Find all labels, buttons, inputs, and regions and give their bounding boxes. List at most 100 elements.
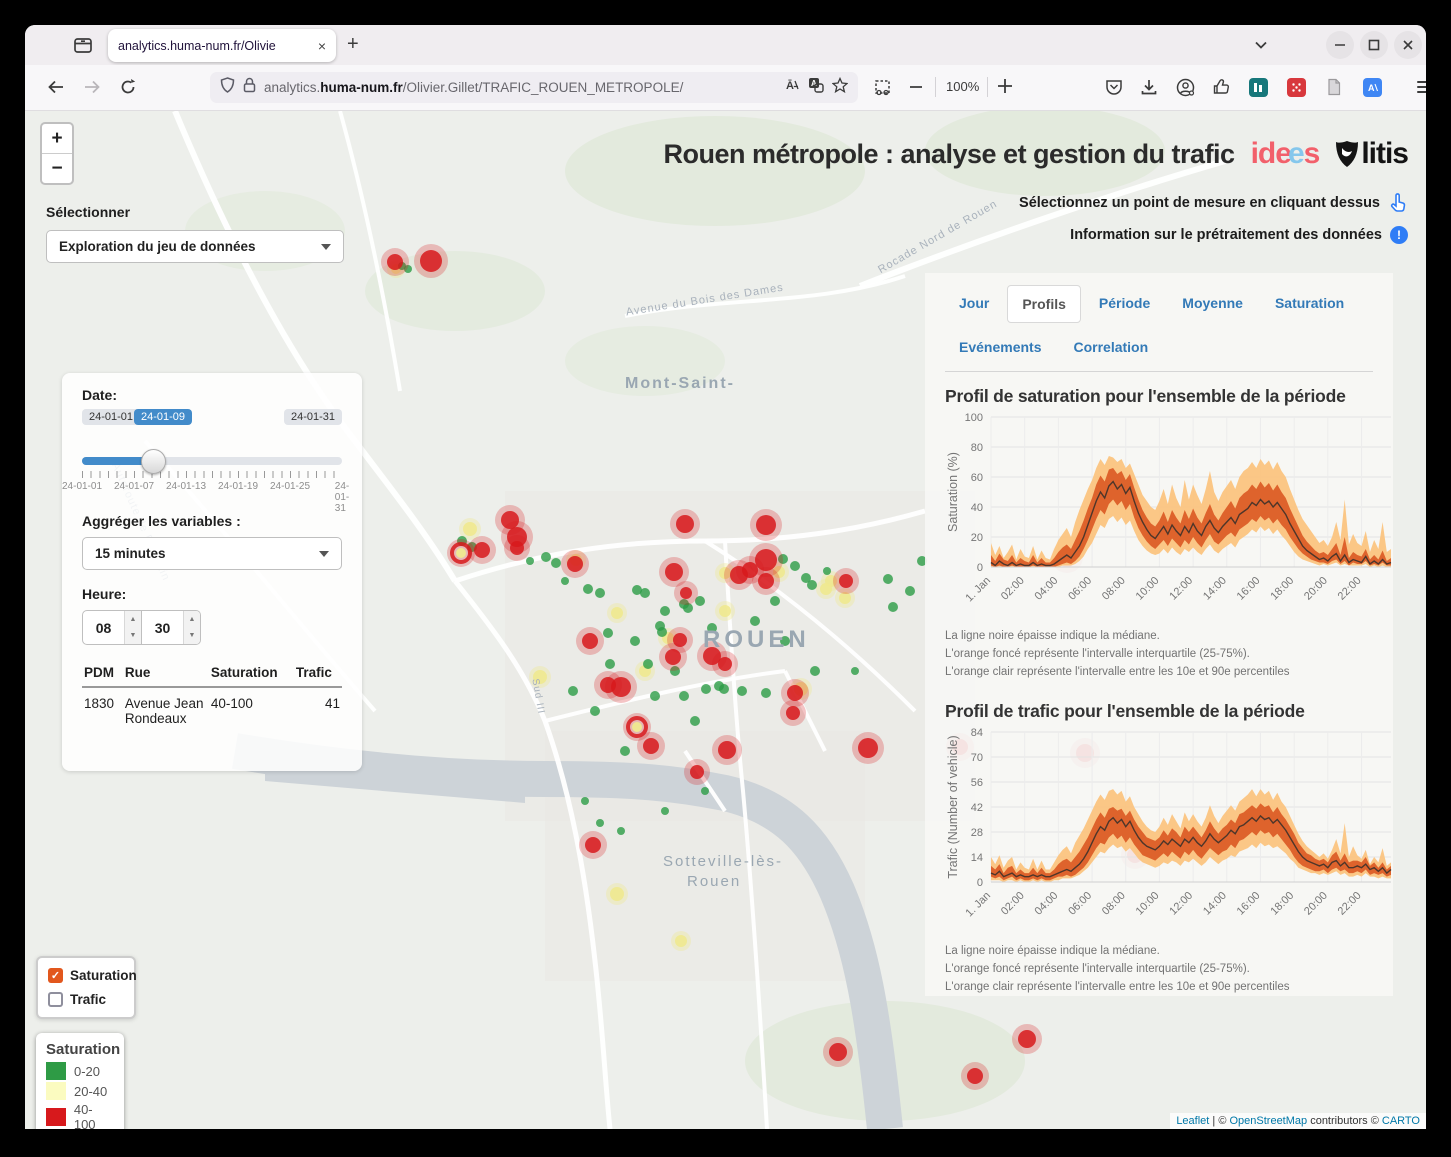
lock-icon[interactable] [243,77,256,98]
measure-point-green[interactable] [701,787,709,795]
measure-point-red[interactable] [582,633,598,649]
measure-point-red[interactable] [643,738,659,754]
hour-input[interactable]: 08 ▲ ▼ [82,610,142,645]
hint-preprocessing-info[interactable]: Information sur le prétraitement des don… [1070,226,1408,244]
red-grid-extension-icon[interactable] [1287,78,1306,97]
measure-point-yellow[interactable] [719,605,731,617]
measure-point-green[interactable] [883,574,893,584]
measure-point-red[interactable] [839,574,853,588]
minute-input[interactable]: 30 ▲ ▼ [142,610,201,645]
measure-point-red[interactable] [474,542,490,558]
measure-point-red[interactable] [756,515,776,535]
tab-jour[interactable]: Jour [959,295,990,311]
measure-point-red[interactable] [690,765,704,779]
measure-point-red[interactable] [387,254,403,270]
measure-point-red[interactable] [585,837,601,853]
layer-trafic[interactable]: Trafic [48,992,124,1007]
measure-point-green[interactable] [526,557,534,565]
browser-tab[interactable]: analytics.huma-num.fr/Olivie × [108,29,336,62]
measure-point-target[interactable] [632,722,642,732]
measure-point-green[interactable] [695,596,705,606]
measure-point-green[interactable] [595,588,605,598]
measure-point-green[interactable] [823,567,831,575]
carto-link[interactable]: CARTO [1381,1115,1420,1127]
measure-point-green[interactable] [683,603,693,613]
measure-point-red[interactable] [507,527,527,547]
measure-point-green[interactable] [657,627,667,637]
measure-point-red[interactable] [420,250,442,272]
measure-point-green[interactable] [632,585,642,595]
tab-list-chevron-icon[interactable] [1253,37,1269,58]
measure-point-green[interactable] [640,588,650,598]
measure-point-green[interactable] [888,602,898,612]
measure-point-red[interactable] [673,633,687,647]
measure-point-red[interactable] [665,649,681,665]
measure-point-green[interactable] [737,686,747,696]
bookmark-star-icon[interactable] [831,76,849,98]
measure-point-red[interactable] [510,541,524,555]
measure-point-green[interactable] [581,797,589,805]
map-zoom-in-button[interactable]: + [42,124,72,154]
measure-point-green[interactable] [404,265,412,273]
measure-point-green[interactable] [679,691,689,701]
measure-point-target[interactable] [626,716,648,738]
measure-point-red[interactable] [758,573,774,589]
measure-point-green[interactable] [701,684,711,694]
bitwarden-extension-icon[interactable] [1249,78,1268,97]
measure-point-yellow[interactable] [610,887,624,901]
minimize-button[interactable] [1326,31,1354,59]
zoom-out-icon[interactable] [909,80,927,98]
measure-point-yellow[interactable] [611,607,623,619]
hour-spinner[interactable]: ▲ ▼ [124,611,141,644]
measure-point-red[interactable] [755,549,777,571]
measure-point-red[interactable] [665,563,683,581]
info-icon[interactable]: ! [1390,226,1408,244]
measure-point-green[interactable] [801,573,811,583]
osm-link[interactable]: OpenStreetMap [1229,1115,1308,1127]
measure-point-red[interactable] [967,1068,983,1084]
slider-handle[interactable] [141,449,166,474]
measure-point-yellow[interactable] [463,522,477,536]
measure-point-red[interactable] [600,677,616,693]
document-extension-icon[interactable] [1326,78,1344,96]
checkbox-unchecked-icon[interactable] [48,992,63,1007]
measure-point-green[interactable] [670,666,680,676]
checkbox-checked-icon[interactable]: ✓ [48,968,63,983]
date-slider[interactable]: 24-01-01 24-01-07 24-01-13 24-01-19 24-01-25… [62,439,349,514]
maximize-button[interactable] [1360,31,1388,59]
measure-point-green[interactable] [561,577,569,585]
measure-point-green[interactable] [660,606,670,616]
measure-point-green[interactable] [650,691,660,701]
measure-point-green[interactable] [810,666,820,676]
measure-point-red[interactable] [501,511,519,529]
pocket-icon[interactable] [1105,78,1123,96]
translate-page-icon[interactable]: Ā [784,77,800,98]
tab-profils[interactable]: Profils [1007,285,1081,323]
measure-point-red[interactable] [786,706,800,720]
measure-point-green[interactable] [596,819,604,827]
measure-point-yellow[interactable] [839,592,851,604]
reload-icon[interactable] [119,78,137,96]
back-icon[interactable] [47,78,65,96]
measure-point-red[interactable] [703,647,721,665]
measure-point-green[interactable] [690,716,700,726]
measure-point-red[interactable] [742,562,758,578]
measure-point-green[interactable] [750,616,760,626]
download-icon[interactable] [1140,78,1158,96]
measure-point-yellow[interactable] [773,566,785,578]
slider-track[interactable] [82,457,342,465]
leaflet-link[interactable]: Leaflet [1176,1115,1210,1127]
measure-point-green[interactable] [661,807,669,815]
measure-point-green[interactable] [590,706,600,716]
translate-extension-icon[interactable]: A [1363,78,1382,97]
menu-hamburger-icon[interactable] [1417,81,1426,93]
translate-alt-icon[interactable]: A [808,77,824,98]
measure-point-green[interactable] [917,556,927,566]
measure-point-red[interactable] [680,587,692,599]
forward-icon[interactable] [83,78,101,96]
measure-point-green[interactable] [770,596,780,606]
measure-point-red[interactable] [718,657,732,671]
tab-moyenne[interactable]: Moyenne [1182,295,1243,311]
measure-point-yellow[interactable] [820,583,832,595]
measure-point-green[interactable] [719,684,729,694]
